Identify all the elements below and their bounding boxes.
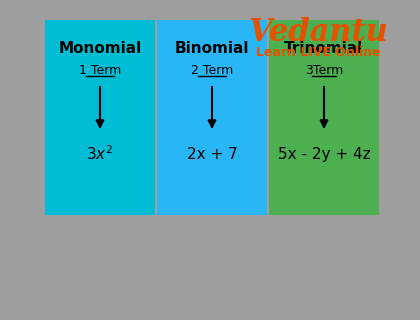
Text: 2x + 7: 2x + 7 — [186, 147, 237, 162]
Text: Learn LIVE Online: Learn LIVE Online — [256, 45, 380, 59]
Text: Monomial: Monomial — [58, 41, 142, 55]
Text: 1 Term: 1 Term — [79, 63, 121, 76]
Text: 2 Term: 2 Term — [191, 63, 233, 76]
Bar — [269, 20, 379, 215]
Text: Vedantu: Vedantu — [248, 17, 388, 47]
Bar — [157, 20, 267, 215]
Text: 5x - 2y + 4z: 5x - 2y + 4z — [278, 147, 370, 162]
Text: Trinomial: Trinomial — [284, 41, 364, 55]
Text: 3Term: 3Term — [305, 63, 343, 76]
Bar — [45, 20, 155, 215]
Text: Binomial: Binomial — [175, 41, 249, 55]
Text: $3x^2$: $3x^2$ — [87, 145, 113, 163]
